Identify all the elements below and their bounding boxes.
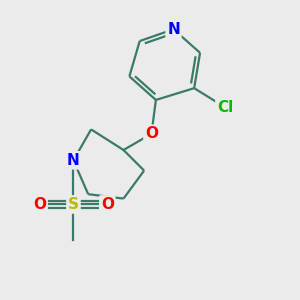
Text: S: S	[68, 197, 79, 212]
Text: O: O	[145, 126, 158, 141]
Text: N: N	[167, 22, 180, 37]
Text: O: O	[33, 197, 46, 212]
Text: N: N	[67, 153, 80, 168]
Text: Cl: Cl	[217, 100, 233, 115]
Text: O: O	[101, 197, 114, 212]
